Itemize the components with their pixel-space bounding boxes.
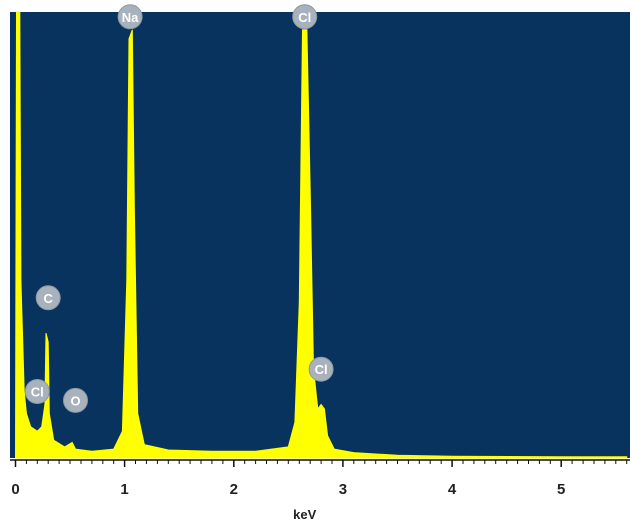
peak-label-cl: Cl [308, 356, 334, 382]
x-tick-label: 1 [120, 481, 128, 498]
peak-label-badge [292, 4, 318, 30]
peak-label-na: Na [117, 4, 143, 30]
x-axis-ticks: 0 1 2 3 4 5 [11, 460, 628, 498]
spectrum-series [14, 11, 628, 459]
peak-label-cl: Cl [292, 4, 318, 30]
peak-labels: Na Cl C Cl O Cl [24, 4, 334, 413]
peak-label-badge [63, 387, 88, 413]
peak-label-badge [117, 4, 143, 30]
peak-label-badge [35, 285, 61, 311]
peak-label-text: Na [122, 10, 139, 25]
peak-label-text: Cl [298, 10, 311, 25]
x-tick-label: 2 [230, 481, 238, 498]
x-tick-label: 5 [557, 481, 565, 498]
peak-label-text: Cl [315, 362, 328, 377]
x-axis-label: keV [293, 507, 316, 522]
peak-label-cl: Cl [24, 379, 50, 404]
plot-background [10, 12, 630, 458]
x-tick-label: 3 [339, 481, 347, 498]
peak-label-text: Cl [31, 385, 44, 400]
x-tick-label: 0 [11, 481, 19, 498]
peak-label-text: C [44, 291, 54, 306]
peak-label-badge [24, 379, 50, 404]
peak-label-text: O [70, 393, 80, 408]
peak-label-o: O [63, 387, 88, 413]
peak-label-c: C [35, 285, 61, 311]
peak-label-badge [308, 356, 334, 382]
x-tick-label: 4 [448, 481, 457, 498]
